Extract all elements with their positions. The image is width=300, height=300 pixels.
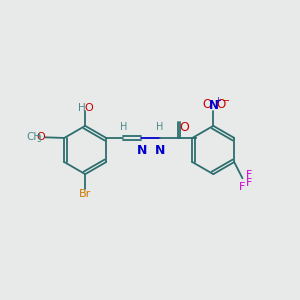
Text: +: + xyxy=(214,96,221,105)
Text: O: O xyxy=(84,103,93,112)
Text: O: O xyxy=(216,98,225,111)
Text: CH: CH xyxy=(26,132,41,142)
Text: O: O xyxy=(36,132,45,142)
Text: H: H xyxy=(120,122,127,132)
Text: O: O xyxy=(202,98,212,111)
Text: −: − xyxy=(222,95,230,106)
Text: N: N xyxy=(154,143,165,157)
Text: O: O xyxy=(179,121,189,134)
Text: F: F xyxy=(246,178,252,188)
Text: Br: Br xyxy=(79,189,91,199)
Text: H: H xyxy=(78,103,86,112)
Text: F: F xyxy=(246,170,252,180)
Text: 3: 3 xyxy=(36,136,41,145)
Text: N: N xyxy=(136,143,147,157)
Text: F: F xyxy=(239,182,245,192)
Text: N: N xyxy=(208,99,219,112)
Text: H: H xyxy=(156,122,164,132)
